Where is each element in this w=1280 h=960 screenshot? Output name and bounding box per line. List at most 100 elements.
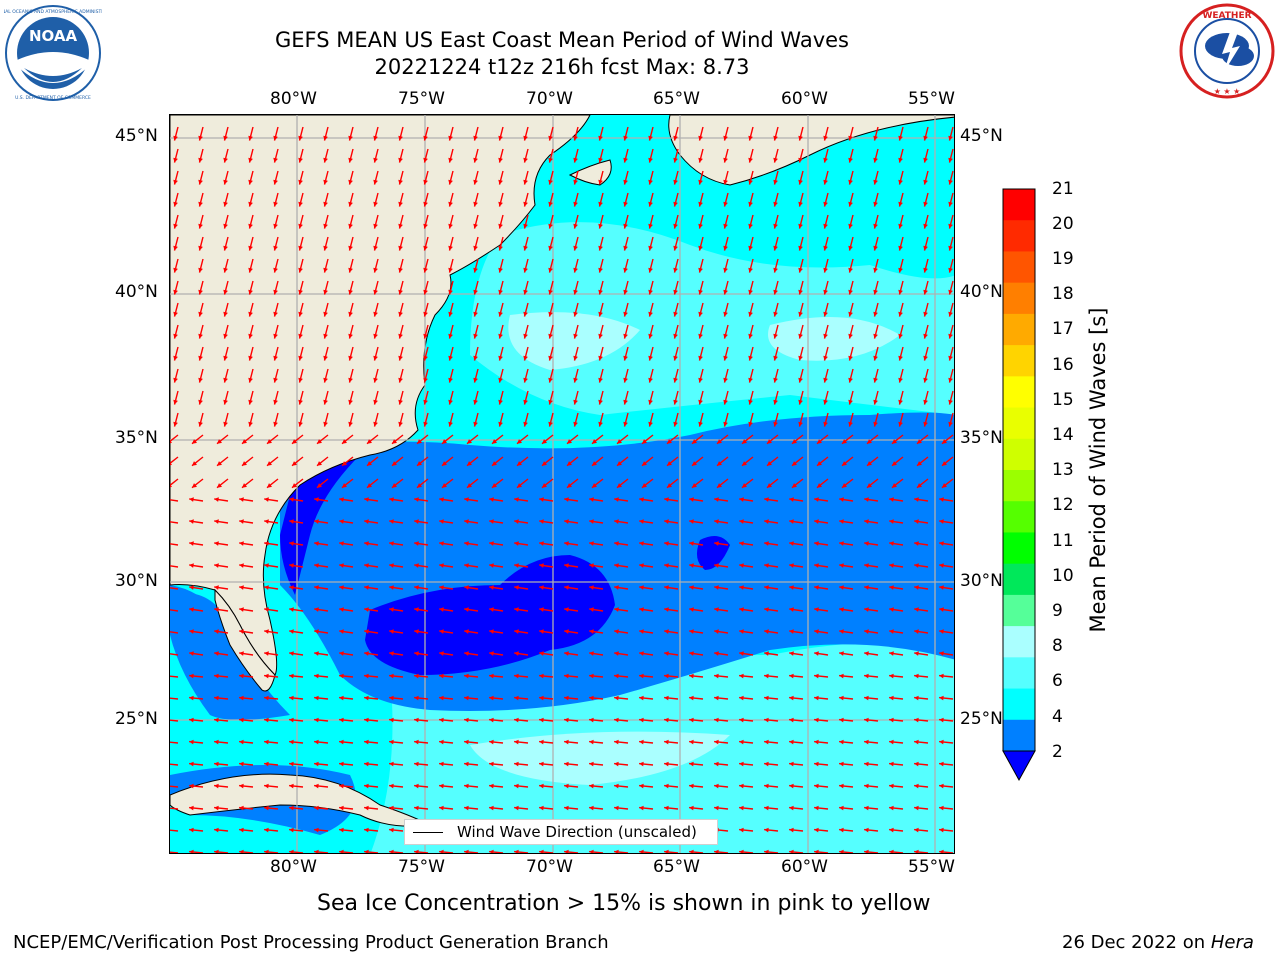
wave-direction-arrowhead [798, 355, 803, 361]
wave-direction-arrowhead [873, 311, 878, 317]
wave-direction-arrowhead [839, 717, 844, 723]
wave-direction-arrowhead [689, 563, 694, 568]
wave-direction-arrowhead [348, 377, 353, 383]
wave-direction-arrowhead [289, 695, 294, 701]
wave-direction-arrowhead [648, 333, 653, 339]
wave-direction-arrowhead [548, 333, 553, 339]
wave-direction-arrowhead [189, 651, 194, 656]
wave-direction-arrowhead [648, 245, 653, 251]
wave-direction-arrowhead [539, 651, 544, 656]
wave-direction-arrowhead [198, 289, 203, 295]
wave-direction-arrowhead [273, 311, 278, 317]
wave-direction-arrowhead [389, 563, 394, 568]
wave-direction-arrowhead [398, 289, 403, 295]
wave-direction-arrowhead [198, 223, 203, 229]
wave-direction-arrowhead [523, 135, 528, 141]
wave-direction-arrowhead [564, 783, 569, 789]
wave-direction-arrowhead [364, 827, 369, 833]
wave-direction-arrowhead [439, 585, 444, 590]
wave-direction-arrowhead [914, 717, 919, 723]
wave-direction-arrowhead [864, 783, 869, 789]
wave-direction-arrowhead [898, 245, 903, 251]
wave-direction-arrowhead [839, 739, 844, 745]
wave-direction-arrowhead [939, 849, 944, 853]
wave-direction-arrowhead [864, 849, 869, 853]
wave-direction-arrowhead [848, 223, 853, 229]
svg-text:WEATHER: WEATHER [1202, 11, 1251, 21]
wave-direction-arrowhead [864, 761, 869, 767]
wave-direction-arrowhead [914, 827, 919, 833]
wave-direction-arrowhead [914, 695, 919, 701]
wave-direction-arrowhead [864, 497, 869, 502]
colorbar-tick-label: 21 [1052, 179, 1074, 199]
wave-direction-arrowhead [414, 783, 419, 789]
wave-direction-arrowhead [698, 311, 703, 317]
wave-direction-arrowhead [923, 223, 928, 229]
wave-direction-arrowhead [473, 421, 478, 427]
colorbar-tick-label: 9 [1052, 601, 1063, 621]
wave-direction-arrowhead [373, 333, 378, 339]
wave-direction-arrowhead [939, 651, 944, 656]
wave-direction-arrowhead [614, 739, 619, 745]
wave-direction-arrow [170, 631, 179, 634]
wave-direction-arrowhead [289, 629, 294, 634]
wave-direction-arrowhead [514, 717, 519, 723]
wave-direction-arrowhead [389, 695, 394, 701]
wave-direction-arrowhead [423, 157, 428, 163]
wave-direction-arrowhead [539, 739, 544, 745]
wave-direction-arrowhead [339, 519, 344, 524]
right-lat-tick-30n: 30°N [960, 571, 1003, 591]
wave-direction-arrowhead [398, 179, 403, 185]
wave-direction-arrowhead [623, 267, 628, 273]
wave-direction-arrowhead [789, 563, 794, 568]
wave-direction-arrowhead [842, 483, 847, 488]
wave-direction-arrowhead [948, 355, 953, 361]
wave-direction-arrowhead [764, 849, 769, 853]
wave-direction-arrowhead [648, 399, 653, 405]
wave-direction-arrowhead [389, 739, 394, 745]
wave-direction-arrowhead [514, 805, 519, 811]
wave-direction-arrowhead [289, 739, 294, 745]
wave-direction-arrowhead [189, 717, 194, 723]
wave-direction-arrowhead [323, 135, 328, 141]
colorbar-label: Mean Period of Wind Waves [s] [1086, 307, 1110, 633]
wave-direction-arrowhead [473, 377, 478, 383]
wave-direction-arrowhead [239, 629, 244, 634]
wave-direction-arrowhead [914, 541, 919, 546]
wave-direction-arrowhead [514, 849, 519, 853]
wave-direction-arrowhead [473, 157, 478, 163]
wave-direction-arrowhead [298, 399, 303, 405]
wave-direction-arrowhead [217, 461, 222, 466]
wave-direction-arrowhead [464, 519, 469, 524]
wave-direction-arrow [170, 609, 179, 612]
wave-direction-arrowhead [892, 461, 897, 466]
wave-direction-arrow [170, 807, 179, 810]
wave-direction-arrowhead [439, 761, 444, 767]
wave-direction-arrowhead [223, 377, 228, 383]
wave-direction-arrowhead [339, 783, 344, 789]
colorbar-segment [1003, 282, 1035, 315]
wave-direction-arrowhead [448, 223, 453, 229]
map-legend: Wind Wave Direction (unscaled) [404, 819, 718, 845]
wave-direction-arrowhead [473, 355, 478, 361]
wave-direction-arrowhead [339, 761, 344, 767]
wave-direction-arrowhead [448, 289, 453, 295]
wave-direction-arrowhead [373, 223, 378, 229]
wave-direction-arrowhead [173, 311, 178, 317]
wave-direction-arrowhead [464, 585, 469, 590]
wave-direction-arrowhead [689, 761, 694, 767]
wave-direction-arrowhead [439, 541, 444, 546]
wave-direction-arrowhead [664, 585, 669, 590]
wave-direction-arrowhead [392, 461, 397, 466]
wave-direction-arrowhead [539, 783, 544, 789]
wave-direction-arrowhead [689, 585, 694, 590]
wave-direction-arrowhead [573, 289, 578, 295]
wave-direction-arrowhead [898, 289, 903, 295]
wave-direction-arrowhead [773, 157, 778, 163]
wave-direction-arrowhead [214, 673, 219, 679]
wave-direction-arrowhead [448, 421, 453, 427]
wave-direction-arrowhead [273, 157, 278, 163]
wave-direction-arrowhead [273, 377, 278, 383]
wave-direction-arrowhead [623, 289, 628, 295]
wave-direction-arrowhead [448, 201, 453, 207]
